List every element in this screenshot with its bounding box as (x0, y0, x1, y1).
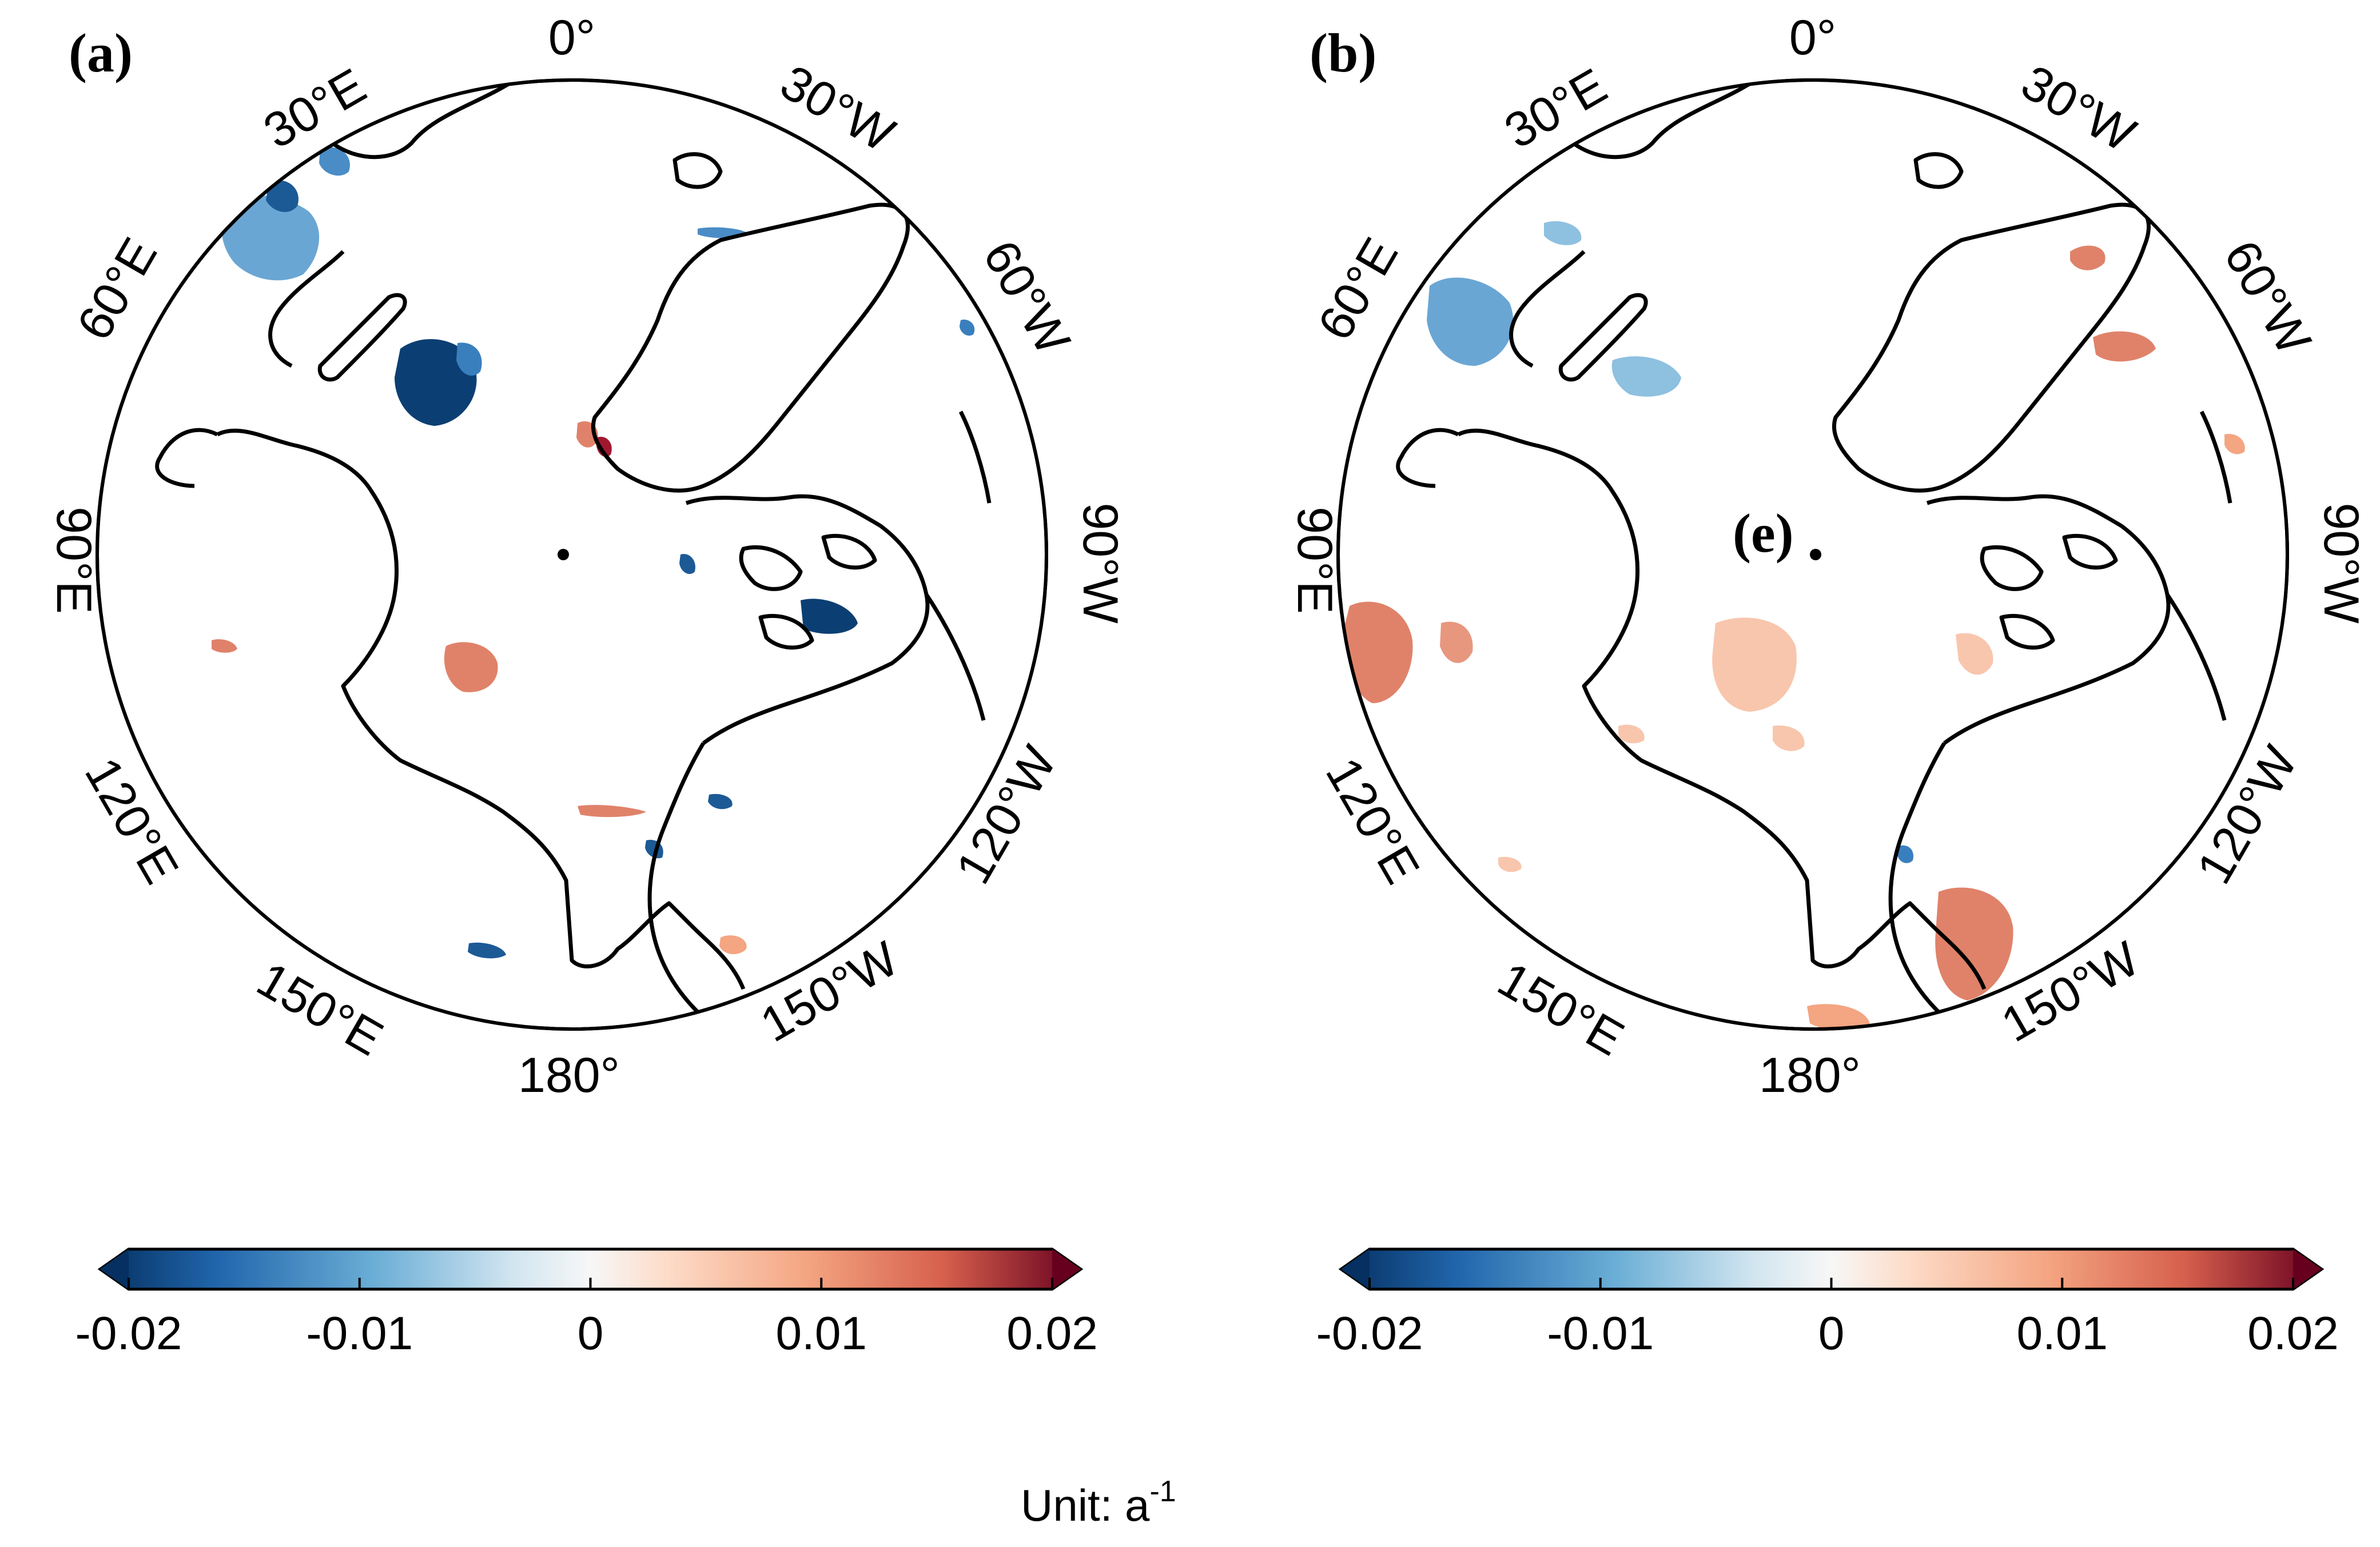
panel-b-map (1343, 80, 2245, 1029)
colorbar-tick-label: 0.01 (775, 1307, 867, 1359)
colorbar-tick-label: -0.02 (1316, 1307, 1423, 1359)
trend-patch-alaska-neg (708, 794, 733, 810)
coast-novaya-zemlya (317, 293, 407, 382)
panel-b-trend-patches (1343, 221, 2245, 1029)
panel-b: (b) (1287, 10, 2369, 1359)
coast-canada-archipelago (1926, 494, 2171, 745)
trend-patch-central-siberia-pos (212, 639, 237, 653)
trend-patch-greenland-east-pos (2093, 331, 2156, 362)
trend-patch-chukotka-pos (1807, 1004, 1870, 1029)
trend-patch-east-siberia-pos (1498, 856, 1522, 872)
panel-a: (a) (46, 10, 1128, 1359)
trend-patch-arctic-pos-small (1773, 725, 1805, 751)
pole-marker (1810, 549, 1821, 560)
coast-greenland (591, 202, 910, 493)
lon-label-90w: 90°W (2314, 503, 2369, 623)
panel-a-map (155, 80, 992, 1014)
colorbar-tick-label: 0 (1818, 1307, 1845, 1359)
trend-patch-siberia-strong-neg (395, 339, 477, 426)
panel-b-coastlines (1396, 80, 2232, 1014)
trend-patch-arctic-pos (444, 642, 498, 692)
colorbar-tick-label: -0.01 (1547, 1307, 1654, 1359)
trend-patch-norway-neg (319, 147, 350, 176)
panel-a-colorbar: -0.02 -0.01 0 0.01 0.02 (75, 1247, 1098, 1359)
trend-patch-alaska-pos (1935, 887, 2013, 1000)
trend-patch-arctic-pos (1712, 617, 1797, 712)
panel-b-inner-label: (e) (1733, 503, 1794, 564)
trend-patch-east-siberia-neg (468, 942, 506, 959)
colorbar-tick-label: 0 (578, 1307, 604, 1359)
trend-patch-greenland-pos (2070, 245, 2106, 270)
unit-text: Unit: a (1021, 1480, 1150, 1530)
lon-label-0: 0° (548, 10, 595, 65)
trend-patch-canada-pos (1956, 633, 1993, 675)
trend-patch-kola-neg (1544, 221, 1582, 245)
trend-patch-hudson-neg (960, 320, 975, 336)
unit-exponent: -1 (1149, 1475, 1176, 1508)
coast-north-america (1888, 410, 2232, 1014)
trend-patch-scandinavia-neg (1427, 277, 1514, 366)
lon-label-90e: 90°E (46, 507, 101, 613)
coast-north-america (647, 410, 992, 1014)
lon-label-180: 180° (518, 1048, 620, 1103)
unit-label: Unit: a-1 (1021, 1475, 1176, 1530)
coast-greenland (1832, 202, 2151, 493)
panel-a-label: (a) (69, 22, 133, 83)
colorbar-tick-label: 0.01 (2016, 1307, 2108, 1359)
coast-svalbard (1913, 152, 1964, 189)
panel-b-colorbar: -0.02 -0.01 0 0.01 0.02 (1316, 1247, 2339, 1359)
colorbar-a-max-arrow (1052, 1249, 1081, 1289)
colorbar-tick-label: -0.02 (75, 1307, 182, 1359)
panel-a-coastlines (155, 80, 992, 1014)
trend-patch-canada-neg (679, 554, 695, 575)
trend-patch-siberia-pos-2 (1440, 621, 1473, 663)
trend-patch-scandinavia-neg (221, 195, 320, 281)
lon-label-0: 0° (1789, 10, 1836, 65)
colorbar-tick-label: -0.01 (306, 1307, 413, 1359)
lon-label-90e: 90°E (1287, 507, 1342, 613)
trend-patch-north-canada-pos (2224, 434, 2245, 454)
coast-canada-archipelago (685, 494, 930, 745)
coast-svalbard (672, 152, 723, 189)
colorbar-a-min-arrow (100, 1249, 129, 1289)
trend-patch-alaska-pos (719, 935, 747, 955)
panel-b-label: (b) (1310, 22, 1376, 83)
pole-marker (558, 549, 569, 560)
coast-eurasia (1396, 80, 1987, 990)
panel-a-trend-patches (212, 147, 975, 959)
svg-text:Unit: a-1: Unit: a-1 (1021, 1475, 1176, 1530)
colorbar-tick-label: 0.02 (1006, 1307, 1098, 1359)
trend-patch-chukchi-pos (578, 805, 646, 818)
trend-patch-siberia-pos-1 (1343, 601, 1413, 703)
lon-label-180: 180° (1759, 1048, 1861, 1103)
trend-patch-siberia-neg (456, 342, 482, 376)
coast-eurasia (155, 80, 746, 990)
trend-patch-greenland-strong-pos (596, 437, 612, 457)
trend-patch-canada-strong-neg (801, 599, 858, 634)
colorbar-b-max-arrow (2293, 1249, 2322, 1289)
coast-novaya-zemlya (1558, 293, 1648, 382)
trend-patch-finland-neg (266, 180, 299, 212)
colorbar-tick-label: 0.02 (2247, 1307, 2339, 1359)
trend-patch-barents-neg (1611, 356, 1681, 397)
trend-patch-beringia-neg (1897, 845, 1913, 863)
lon-label-90w: 90°W (1073, 503, 1128, 623)
trend-patch-central-siberia-pos (1618, 724, 1645, 744)
colorbar-b-min-arrow (1341, 1249, 1370, 1289)
